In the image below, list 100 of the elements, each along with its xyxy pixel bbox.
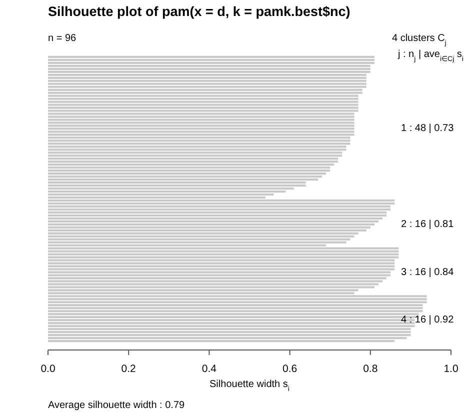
bar — [48, 241, 346, 244]
bar — [48, 265, 395, 268]
bar — [48, 58, 374, 61]
bar — [48, 250, 399, 252]
bar — [48, 136, 350, 139]
bar — [48, 70, 370, 73]
x-axis-title: Silhouette width s$_{i}$ — [210, 379, 290, 392]
bar — [48, 271, 391, 274]
bar — [48, 106, 358, 109]
bar — [48, 304, 423, 306]
bar — [48, 176, 322, 178]
bar — [48, 301, 427, 304]
bar — [48, 166, 330, 169]
bar — [48, 170, 330, 172]
x-tick-label: 1.0 — [444, 363, 458, 375]
x-tick-label: 0.6 — [282, 363, 298, 375]
annotation: 3 : 16 | 0.84 — [401, 266, 454, 278]
chart-title: Silhouette plot of pam(x = d, k = pamk.best$nc) — [48, 4, 350, 19]
bar — [48, 205, 391, 208]
bar — [48, 298, 427, 300]
bar — [48, 202, 395, 205]
bar — [48, 158, 338, 160]
bar — [48, 74, 366, 76]
bar — [48, 283, 378, 286]
bar — [48, 152, 342, 154]
bar — [48, 160, 338, 163]
bar — [48, 310, 423, 312]
bar — [48, 164, 334, 166]
bar — [48, 286, 374, 288]
bar — [48, 322, 415, 324]
bar — [48, 226, 370, 228]
bar — [48, 112, 354, 115]
annotation: 4 : 16 | 0.92 — [401, 314, 454, 326]
bar — [48, 184, 306, 187]
bar — [48, 328, 411, 330]
text: 4 clusters C$_{j}$ — [392, 33, 447, 46]
bar — [48, 86, 366, 88]
bar — [48, 68, 370, 70]
bar — [48, 64, 370, 67]
bar — [48, 122, 354, 124]
x-tick-label: 0.2 — [121, 363, 136, 375]
x-tick-label: 0.0 — [40, 363, 56, 375]
bar — [48, 199, 395, 202]
bar — [48, 62, 374, 64]
bar — [48, 253, 399, 256]
bar — [48, 80, 366, 82]
bar — [48, 140, 350, 142]
bar — [48, 211, 387, 214]
bar — [48, 76, 366, 79]
bar — [48, 217, 382, 220]
bar — [48, 172, 326, 175]
bar — [48, 104, 358, 106]
annotation: 1 : 48 | 0.73 — [401, 123, 454, 134]
bar — [48, 94, 358, 97]
bar — [48, 134, 354, 136]
bar — [48, 325, 415, 328]
bar — [48, 313, 419, 316]
bar — [48, 235, 354, 238]
text: Average silhouette width : 0.79 — [48, 400, 186, 411]
text: n = 96 — [48, 33, 77, 44]
x-tick-label: 0.8 — [363, 363, 378, 375]
bar — [48, 88, 362, 91]
bar — [48, 154, 342, 157]
bar — [48, 220, 378, 222]
bar — [48, 118, 354, 121]
bar — [48, 268, 395, 270]
annotation: j : n$_{j}$ | ave$_{i∈Cj}$ s$_{i}$ — [397, 49, 464, 62]
bar — [48, 280, 382, 282]
bar — [48, 238, 350, 240]
bar — [48, 116, 354, 118]
bar — [48, 259, 395, 262]
bar — [48, 56, 374, 58]
bar — [48, 229, 366, 232]
bar — [48, 247, 399, 250]
bar — [48, 277, 387, 280]
bar — [48, 98, 358, 100]
bar — [48, 142, 350, 145]
bar — [48, 295, 427, 298]
bar — [48, 262, 395, 264]
bar — [48, 148, 346, 151]
bar — [48, 110, 358, 112]
bar — [48, 274, 391, 276]
bar — [48, 256, 399, 258]
bar — [48, 223, 374, 226]
bar — [48, 208, 391, 211]
bar — [48, 82, 366, 85]
bar — [48, 130, 354, 133]
bar — [48, 214, 387, 216]
bar — [48, 334, 411, 336]
annotation: 2 : 16 | 0.81 — [401, 218, 454, 230]
bar — [48, 92, 362, 94]
bar — [48, 337, 407, 340]
x-tick-label: 0.4 — [202, 363, 217, 375]
bar — [48, 124, 354, 127]
bar — [48, 128, 354, 130]
bar — [48, 178, 318, 181]
bar — [48, 331, 411, 334]
bar — [48, 307, 423, 310]
bar — [48, 146, 346, 148]
bar — [48, 100, 358, 103]
